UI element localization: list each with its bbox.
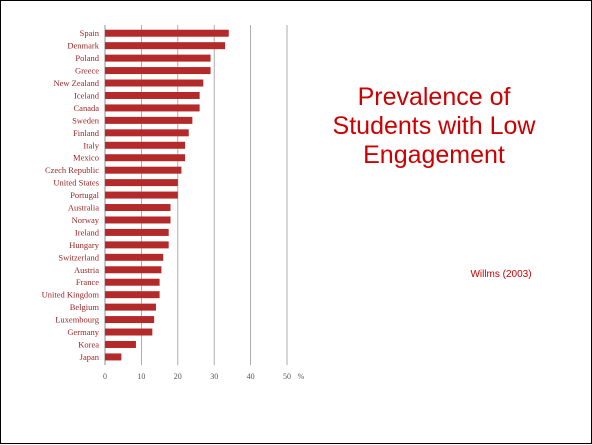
category-label: Hungary [69, 240, 99, 250]
category-label: Czech Republic [45, 165, 99, 175]
bar-greece [105, 67, 211, 75]
category-label: Spain [80, 28, 100, 38]
category-label: Australia [68, 203, 99, 213]
category-label: Poland [75, 53, 99, 63]
category-label: Portugal [70, 190, 99, 200]
bar-france [105, 278, 160, 286]
category-label: Denmark [67, 41, 99, 51]
x-tick-label: 10 [137, 372, 145, 381]
category-label: Italy [83, 140, 99, 150]
category-label: Switzerland [58, 252, 99, 262]
category-label: Korea [78, 339, 99, 349]
category-label: Norway [72, 215, 100, 225]
bar-finland [105, 129, 189, 137]
bar-norway [105, 216, 171, 224]
category-label: United States [53, 178, 99, 188]
bar-belgium [105, 303, 156, 311]
bar-mexico [105, 154, 186, 162]
bar-korea [105, 340, 136, 348]
bar-switzerland [105, 253, 164, 261]
bar-sweden [105, 116, 193, 124]
category-label: France [76, 277, 99, 287]
bar-ireland [105, 228, 169, 236]
slide-title: Prevalence of Students with Low Engageme… [332, 83, 536, 169]
category-label: United Kingdom [42, 290, 100, 300]
category-label: Mexico [73, 153, 99, 163]
x-tick-label: 20 [174, 372, 182, 381]
x-tick-label: 0 [103, 372, 107, 381]
category-label: Ireland [75, 227, 100, 237]
bar-united-kingdom [105, 291, 160, 299]
bar-hungary [105, 241, 169, 249]
category-label: Iceland [74, 90, 100, 100]
category-label: Sweden [72, 115, 100, 125]
bar-poland [105, 54, 211, 62]
category-label: Finland [73, 128, 100, 138]
source-citation: Willms (2003) [470, 269, 532, 280]
bar-luxembourg [105, 316, 155, 324]
bar-germany [105, 328, 153, 336]
bar-czech-republic [105, 166, 182, 174]
category-label: Canada [74, 103, 100, 113]
bar-japan [105, 353, 122, 361]
bar-portugal [105, 191, 178, 199]
x-unit-label: % [298, 372, 305, 381]
bar-denmark [105, 42, 226, 50]
bar-canada [105, 104, 200, 112]
x-tick-label: 40 [247, 372, 255, 381]
category-label: New Zealand [53, 78, 99, 88]
bar-iceland [105, 91, 200, 99]
category-label: Germany [67, 327, 99, 337]
x-tick-label: 30 [210, 372, 218, 381]
bar-australia [105, 204, 171, 212]
category-label: Greece [75, 66, 99, 76]
category-label: Japan [80, 352, 100, 362]
category-label: Luxembourg [55, 315, 100, 325]
bar-spain [105, 29, 229, 37]
bar-italy [105, 141, 186, 149]
bar-new-zealand [105, 79, 204, 87]
category-label: Austria [74, 265, 99, 275]
bar-chart: Spain Denmark Poland Greece New Zealand Icela… [42, 25, 305, 381]
x-tick-label: 50 [283, 372, 291, 381]
bar-austria [105, 266, 162, 274]
bar-united-states [105, 179, 178, 187]
category-label: Belgium [70, 302, 100, 312]
